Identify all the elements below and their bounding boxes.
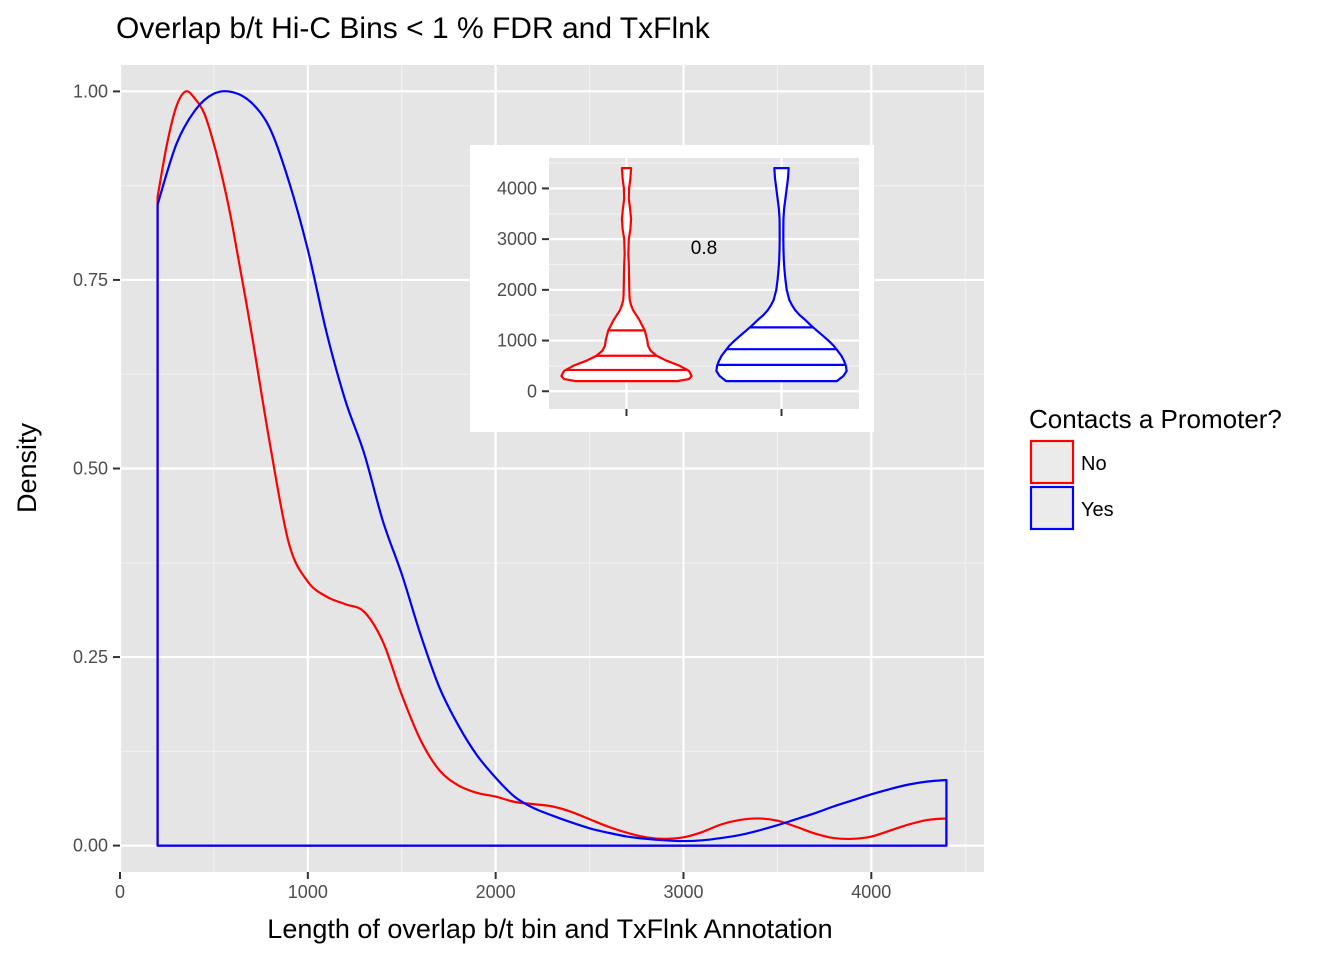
y-tick-label: 0.75 (73, 270, 108, 290)
x-tick-label: 4000 (851, 882, 891, 902)
violin-no (560, 167, 693, 383)
y-tick-label: 1.00 (73, 81, 108, 101)
inset-y-tick-label: 0 (527, 381, 537, 401)
y-axis-label: Density (12, 422, 42, 513)
x-tick-label: 0 (115, 882, 125, 902)
legend-key-no (1029, 439, 1075, 485)
density-series-no (156, 90, 948, 847)
density-series-yes (156, 90, 948, 847)
violin-yes (715, 167, 848, 383)
legend: Contacts a Promoter? No Yes (1029, 404, 1282, 531)
x-tick-label: 2000 (476, 882, 516, 902)
inset-violin-plot: 0 1000 2000 3000 4000 0.8 (470, 145, 874, 432)
inset-y-tick-label: 1000 (497, 331, 537, 351)
legend-item-no: No (1029, 439, 1107, 485)
chart-title: Overlap b/t Hi-C Bins < 1 % FDR and TxFl… (116, 12, 711, 45)
x-axis-label: Length of overlap b/t bin and TxFlnk Ann… (267, 914, 832, 944)
x-tick-label: 3000 (663, 882, 703, 902)
inset-y-tick-label: 4000 (497, 178, 537, 198)
y-tick-label: 0.25 (73, 647, 108, 667)
inset-y-tick-label: 3000 (497, 229, 537, 249)
legend-item-yes: Yes (1029, 485, 1114, 531)
legend-key-yes (1029, 485, 1075, 531)
y-tick-label: 0.00 (73, 836, 108, 856)
legend-label-no: No (1081, 453, 1107, 475)
x-tick-label: 1000 (288, 882, 328, 902)
y-tick-label: 0.50 (73, 459, 108, 479)
inset-y-tick-label: 2000 (497, 280, 537, 300)
legend-label-yes: Yes (1081, 499, 1114, 521)
inset-annotation: 0.8 (691, 238, 717, 259)
legend-title: Contacts a Promoter? (1029, 404, 1282, 434)
